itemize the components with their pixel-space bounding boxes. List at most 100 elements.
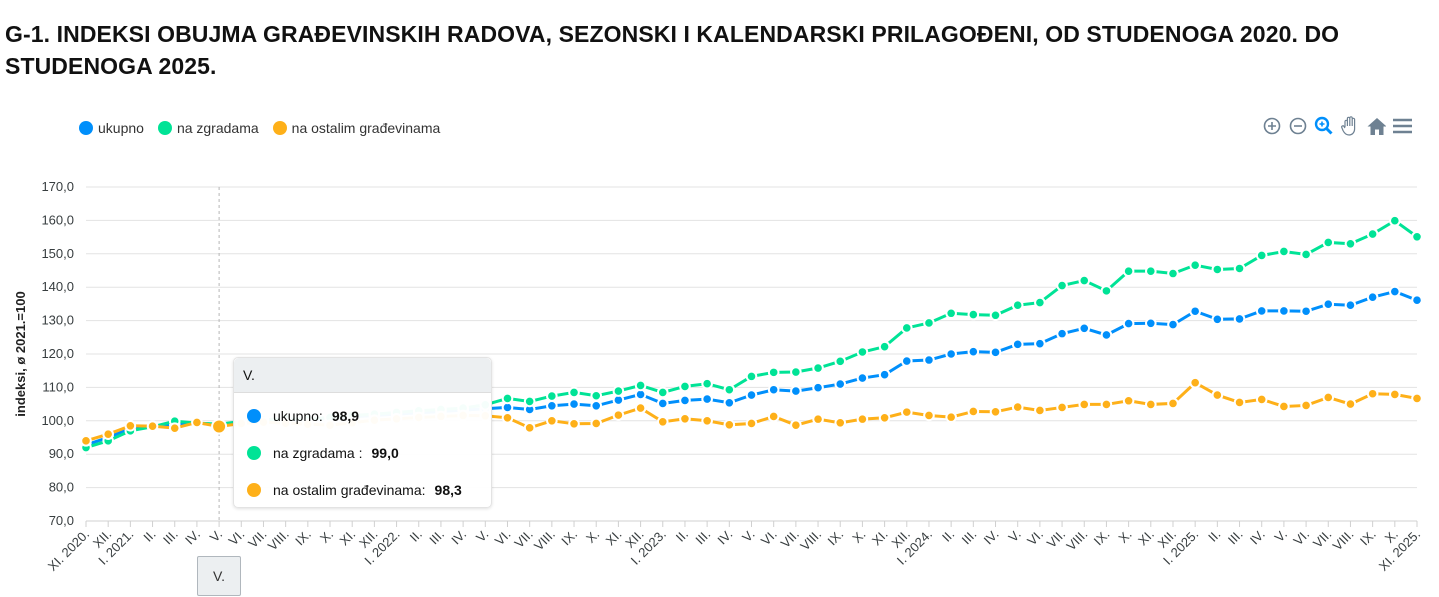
data-point (812, 362, 824, 374)
zoom-out-icon[interactable] (1288, 115, 1308, 137)
selection-zoom-icon[interactable] (1314, 115, 1334, 137)
data-point (1300, 305, 1312, 318)
data-point (523, 422, 536, 434)
x-tick-label: III. (426, 527, 447, 548)
data-point (834, 417, 847, 429)
data-point (1034, 337, 1046, 350)
tooltip-row-na-ostalim-gradevinama: na ostalim građevinama: 98,3 (234, 471, 491, 508)
tooltip-label: ukupno: (273, 407, 323, 424)
data-point (1233, 262, 1246, 275)
data-point (546, 390, 558, 402)
data-point (989, 346, 1002, 359)
data-point (1278, 305, 1290, 317)
data-point (102, 428, 114, 440)
data-point (1278, 245, 1290, 258)
data-point (1167, 318, 1179, 331)
data-point (1322, 391, 1335, 404)
data-point (679, 394, 691, 407)
y-tick-label: 110,0 (42, 379, 74, 394)
data-point (546, 399, 558, 412)
data-point (1189, 376, 1201, 389)
data-point (701, 393, 713, 405)
data-point (945, 348, 957, 360)
data-point (723, 419, 736, 431)
x-tick-label: III. (692, 527, 713, 548)
data-point (1389, 214, 1401, 227)
data-point (546, 415, 558, 427)
x-tick-label: X. (317, 527, 336, 546)
x-tick-label: II. (939, 527, 957, 545)
menu-icon[interactable] (1392, 115, 1412, 137)
legend-item-na-ostalim-gradevinama[interactable]: na ostalim građevinama (272, 120, 441, 136)
data-point (146, 420, 159, 432)
chart-toolbar (1262, 115, 1412, 137)
tooltip-label: na ostalim građevinama: (273, 481, 426, 498)
data-point (1056, 327, 1068, 340)
data-point (1056, 279, 1068, 292)
x-tick-label: IX. (1091, 527, 1113, 549)
x-tick-label: VI. (758, 527, 780, 549)
data-point (945, 411, 957, 423)
data-point (1056, 401, 1068, 414)
data-point (634, 379, 647, 392)
legend-label: ukupno (98, 120, 144, 136)
data-point (1300, 248, 1312, 261)
y-tick-label: 140,0 (41, 279, 74, 294)
zoom-in-icon[interactable] (1262, 115, 1282, 137)
data-point (1100, 398, 1113, 411)
x-tick-label: XI. (869, 527, 891, 549)
pan-hand-icon[interactable] (1340, 115, 1360, 137)
data-point (568, 398, 580, 410)
tooltip-value: 99,0 (371, 444, 399, 461)
data-point (568, 418, 580, 430)
tooltip-row-ukupno: ukupno: 98,9 (234, 397, 491, 434)
data-point (1366, 387, 1379, 400)
x-tick-label: IV. (448, 527, 469, 548)
data-point (1078, 322, 1091, 335)
series-marker (247, 445, 261, 460)
data-point (834, 355, 847, 368)
data-point (612, 385, 625, 397)
data-point (1122, 317, 1135, 330)
data-point (767, 366, 780, 379)
data-point (501, 411, 514, 424)
legend-item-na-zgradama[interactable]: na zgradama (157, 120, 259, 136)
x-tick-label: V. (207, 527, 225, 545)
home-reset-icon[interactable] (1366, 115, 1386, 137)
legend-item-ukupno[interactable]: ukupno (79, 120, 144, 136)
data-point (878, 340, 891, 353)
data-point (1255, 305, 1268, 317)
data-point (1011, 338, 1024, 351)
tooltip-header: V. (234, 358, 491, 393)
data-point (656, 386, 669, 399)
x-tick-label: VI. (1290, 527, 1312, 549)
x-tick-label: VII. (245, 527, 269, 551)
x-tick-label: IV. (981, 527, 1002, 548)
x-tick-label: II. (673, 527, 691, 545)
x-tick-label: VI. (1024, 527, 1046, 549)
data-point (1078, 398, 1091, 411)
data-point (812, 413, 824, 425)
legend-marker (272, 121, 287, 135)
y-tick-label: 90,0 (49, 446, 74, 461)
data-point (590, 417, 603, 430)
data-point (923, 409, 935, 422)
x-tick-label: IX. (1357, 527, 1379, 549)
data-point (80, 435, 92, 447)
x-tick-label: V. (1005, 527, 1023, 545)
data-point (1278, 400, 1290, 413)
data-point (701, 377, 713, 390)
data-point (523, 395, 536, 408)
data-point (1211, 389, 1224, 401)
y-tick-label: 130,0 (41, 313, 74, 328)
legend-label: na ostalim građevinama (291, 120, 441, 136)
legend-label: na zgradama (176, 120, 259, 136)
x-tick-label: VII. (1310, 527, 1334, 551)
data-point (1100, 329, 1113, 341)
data-point (1233, 313, 1246, 325)
data-point (967, 405, 980, 418)
data-point (1344, 237, 1357, 250)
y-tick-label: 80,0 (49, 480, 74, 495)
